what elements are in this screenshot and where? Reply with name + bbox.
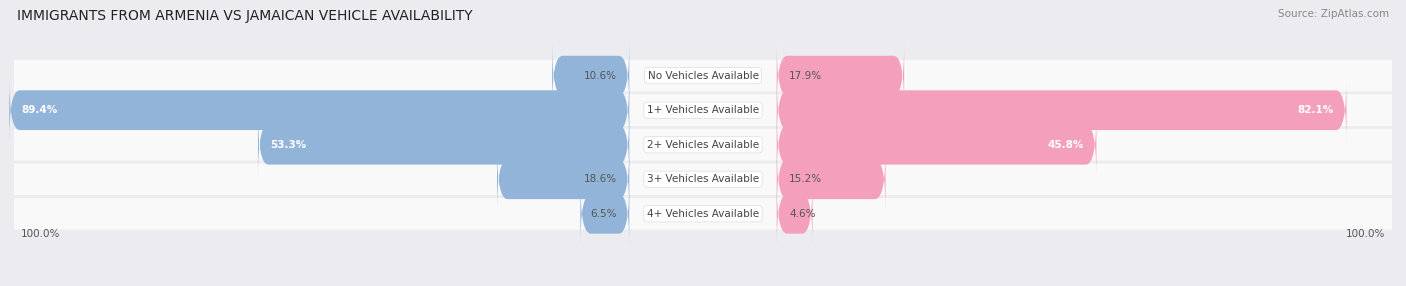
FancyBboxPatch shape: [14, 94, 1392, 126]
Text: IMMIGRANTS FROM ARMENIA VS JAMAICAN VEHICLE AVAILABILITY: IMMIGRANTS FROM ARMENIA VS JAMAICAN VEHI…: [17, 9, 472, 23]
FancyBboxPatch shape: [776, 113, 1097, 177]
Text: 2+ Vehicles Available: 2+ Vehicles Available: [647, 140, 759, 150]
Text: 18.6%: 18.6%: [583, 174, 617, 184]
FancyBboxPatch shape: [14, 198, 1392, 230]
Text: 6.5%: 6.5%: [591, 209, 617, 219]
FancyBboxPatch shape: [776, 78, 1347, 142]
Text: 15.2%: 15.2%: [789, 174, 823, 184]
Text: 53.3%: 53.3%: [270, 140, 307, 150]
Text: 17.9%: 17.9%: [789, 71, 823, 81]
Text: 4.6%: 4.6%: [789, 209, 815, 219]
Text: 1+ Vehicles Available: 1+ Vehicles Available: [647, 105, 759, 115]
FancyBboxPatch shape: [257, 113, 630, 177]
FancyBboxPatch shape: [496, 147, 630, 211]
Text: 89.4%: 89.4%: [21, 105, 58, 115]
Text: 45.8%: 45.8%: [1047, 140, 1084, 150]
Text: 10.6%: 10.6%: [583, 71, 617, 81]
FancyBboxPatch shape: [553, 44, 630, 108]
FancyBboxPatch shape: [776, 147, 886, 211]
Text: 100.0%: 100.0%: [21, 229, 60, 239]
FancyBboxPatch shape: [14, 129, 1392, 161]
FancyBboxPatch shape: [776, 44, 904, 108]
FancyBboxPatch shape: [581, 182, 630, 246]
Text: 100.0%: 100.0%: [1346, 229, 1385, 239]
Text: 3+ Vehicles Available: 3+ Vehicles Available: [647, 174, 759, 184]
FancyBboxPatch shape: [14, 163, 1392, 195]
FancyBboxPatch shape: [10, 78, 630, 142]
Text: Source: ZipAtlas.com: Source: ZipAtlas.com: [1278, 9, 1389, 19]
FancyBboxPatch shape: [776, 182, 813, 246]
Text: 4+ Vehicles Available: 4+ Vehicles Available: [647, 209, 759, 219]
FancyBboxPatch shape: [14, 60, 1392, 92]
Text: No Vehicles Available: No Vehicles Available: [648, 71, 758, 81]
Text: 82.1%: 82.1%: [1298, 105, 1334, 115]
